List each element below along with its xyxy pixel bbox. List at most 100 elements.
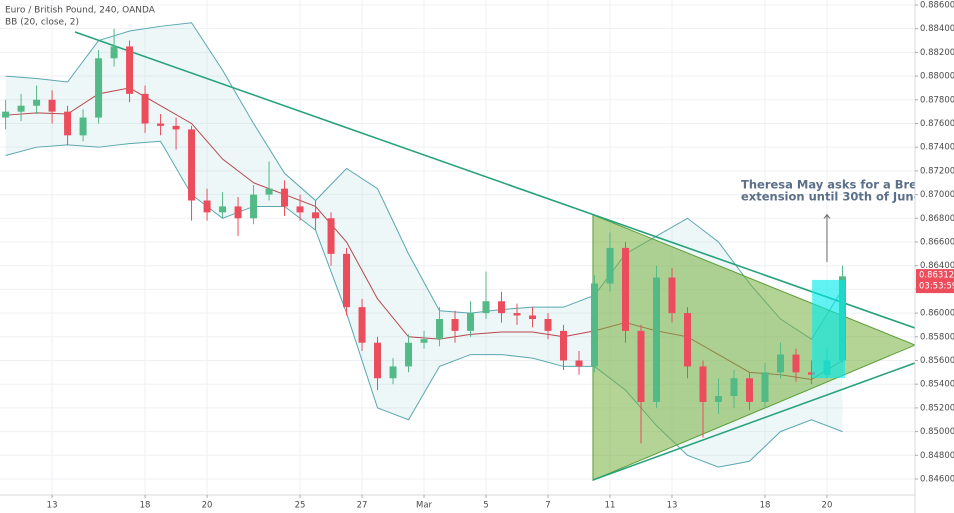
x-tick-label: 27 bbox=[357, 501, 368, 511]
candle-body bbox=[219, 206, 227, 213]
y-tick-label: 0.88600 bbox=[920, 0, 954, 10]
y-tick-label: 0.86800 bbox=[920, 214, 954, 224]
candle-body bbox=[141, 93, 149, 124]
candle-body bbox=[203, 200, 211, 213]
candle-body bbox=[652, 277, 660, 402]
candle-body bbox=[374, 342, 382, 379]
candle-body bbox=[172, 125, 180, 130]
candle-body bbox=[358, 307, 366, 343]
candle-body bbox=[2, 111, 10, 118]
candle-body bbox=[529, 315, 537, 320]
plot-area bbox=[0, 0, 915, 495]
candle-body bbox=[451, 319, 459, 331]
y-tick-label: 0.87800 bbox=[920, 95, 954, 105]
candle-body bbox=[560, 330, 568, 361]
y-tick-label: 0.87200 bbox=[920, 166, 954, 176]
candle-body bbox=[343, 253, 351, 308]
candle-body bbox=[79, 117, 87, 136]
y-tick-label: 0.85200 bbox=[920, 403, 954, 413]
candle-body bbox=[668, 277, 676, 314]
x-tick-label: 25 bbox=[295, 501, 306, 511]
candle-body bbox=[48, 99, 56, 112]
y-tick-label: 0.84800 bbox=[920, 451, 954, 461]
candle-body bbox=[420, 339, 428, 343]
price-axis-panel bbox=[915, 0, 954, 513]
candle-body bbox=[807, 372, 815, 375]
x-tick-label: Mar bbox=[416, 501, 433, 511]
candle-body bbox=[792, 354, 800, 373]
candle-body bbox=[312, 212, 320, 219]
y-tick-label: 0.88200 bbox=[920, 48, 954, 58]
annotation: Theresa May asks for a Brexit bbox=[741, 178, 934, 192]
last-price-label: 0.86312 bbox=[919, 271, 954, 281]
candle-body bbox=[126, 46, 134, 94]
y-tick-label: 0.88000 bbox=[920, 72, 954, 82]
candle-body bbox=[714, 396, 722, 402]
countdown-label: 03:53:59 bbox=[919, 282, 954, 292]
candle-body bbox=[544, 319, 552, 331]
trendline bbox=[74, 31, 915, 329]
candle-body bbox=[776, 354, 784, 373]
candle-body bbox=[296, 206, 304, 213]
candle-body bbox=[637, 330, 645, 402]
candle-body bbox=[64, 111, 72, 136]
x-tick-label: 18 bbox=[140, 501, 151, 511]
candle-body bbox=[234, 206, 242, 219]
candle-body bbox=[730, 378, 738, 397]
y-tick-label: 0.86000 bbox=[920, 309, 954, 319]
candle-body bbox=[482, 301, 490, 314]
candle-body bbox=[95, 58, 103, 118]
y-tick-label: 0.88400 bbox=[920, 24, 954, 34]
x-tick-label: 13 bbox=[667, 501, 678, 511]
candle-body bbox=[405, 342, 413, 367]
x-tick-label: 5 bbox=[483, 501, 488, 511]
candle-body bbox=[683, 313, 691, 367]
candle-body bbox=[575, 360, 583, 367]
candle-body bbox=[327, 218, 335, 254]
annotation: extension until 30th of June bbox=[741, 190, 922, 204]
y-tick-label: 0.85400 bbox=[920, 380, 954, 390]
band-upper bbox=[5, 22, 843, 340]
y-tick-label: 0.87400 bbox=[920, 143, 954, 153]
candle-body bbox=[157, 123, 165, 126]
y-tick-label: 0.85000 bbox=[920, 427, 954, 437]
trendline bbox=[592, 362, 915, 481]
last-price-box bbox=[916, 269, 954, 294]
y-tick-label: 0.87600 bbox=[920, 119, 954, 129]
candle-body bbox=[591, 283, 599, 367]
band-lower bbox=[5, 140, 843, 468]
candle-body bbox=[389, 366, 397, 379]
candle-body bbox=[699, 366, 707, 402]
y-tick-label: 0.85600 bbox=[920, 356, 954, 366]
y-tick-label: 0.84600 bbox=[920, 475, 954, 485]
candle-body bbox=[265, 188, 273, 195]
candle-body bbox=[761, 372, 769, 402]
highlight-box bbox=[812, 279, 845, 379]
x-tick-label: 7 bbox=[545, 501, 550, 511]
y-tick-label: 0.86600 bbox=[920, 237, 954, 247]
candle-body bbox=[17, 105, 25, 112]
candle-body bbox=[188, 129, 196, 201]
y-tick-label: 0.86400 bbox=[920, 261, 954, 271]
y-tick-label: 0.87000 bbox=[920, 190, 954, 200]
candle-body bbox=[621, 247, 629, 331]
x-tick-label: 13 bbox=[47, 501, 58, 511]
candle-body bbox=[513, 313, 521, 316]
candle-body bbox=[33, 99, 41, 106]
y-tick-label: 0.85800 bbox=[920, 332, 954, 342]
x-tick-label: 18 bbox=[760, 501, 771, 511]
chart-title: Euro / British Pound, 240, OANDA bbox=[5, 6, 156, 16]
candle-body bbox=[110, 46, 118, 59]
candle-body bbox=[467, 313, 475, 331]
candle-body bbox=[250, 194, 258, 219]
candle-body bbox=[281, 188, 289, 207]
candle-body bbox=[745, 378, 753, 402]
x-tick-label: 20 bbox=[822, 501, 833, 511]
x-tick-label: 20 bbox=[202, 501, 213, 511]
candle-body bbox=[606, 247, 614, 284]
x-tick-label: 11 bbox=[605, 501, 616, 511]
indicator-label: BB (20, close, 2) bbox=[5, 18, 79, 28]
candle-body bbox=[436, 319, 444, 340]
candle-body bbox=[498, 301, 506, 314]
